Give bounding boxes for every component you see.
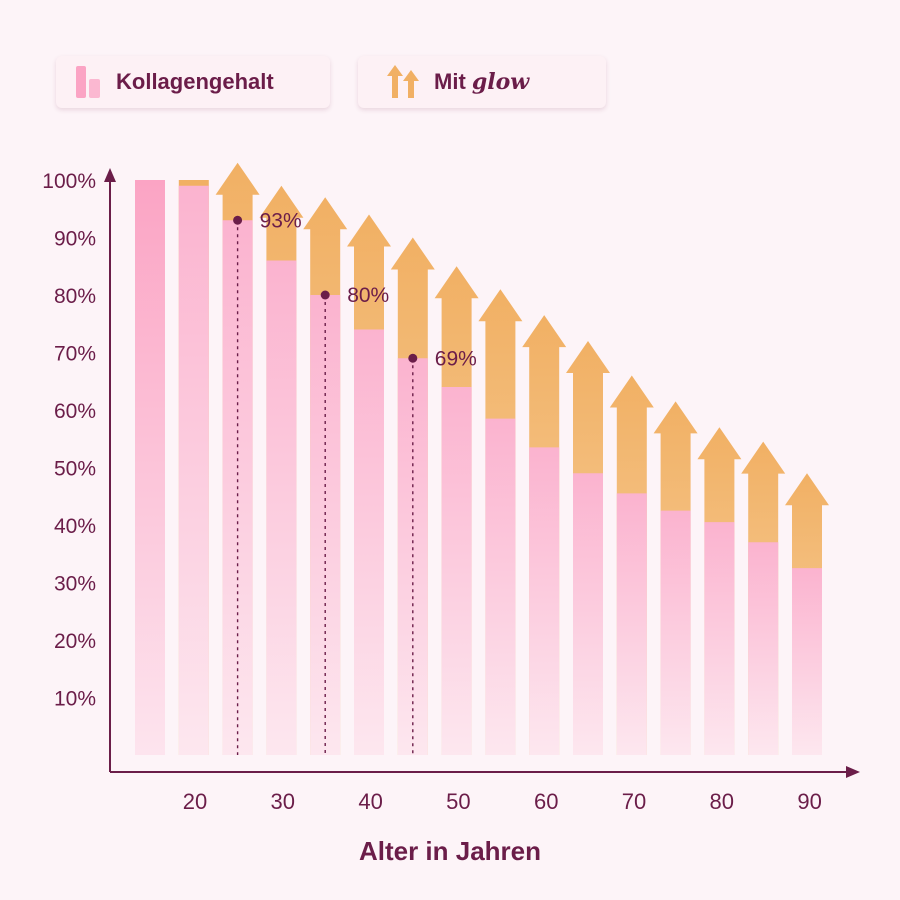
collagen-bar: [441, 387, 472, 755]
annotation-point: [408, 353, 418, 363]
collagen-bar: [748, 542, 779, 755]
y-tick-label: 100%: [42, 170, 96, 193]
legend-glow-prefix: Mit: [434, 69, 466, 94]
collagen-bar: [310, 295, 341, 755]
x-tick-label: 50: [446, 789, 470, 814]
x-tick-label: 80: [710, 789, 734, 814]
collagen-bar: [616, 493, 647, 755]
bar-chart-icon: [76, 66, 100, 98]
collagen-bar: [792, 568, 822, 755]
annotation-point: [320, 290, 330, 300]
x-tick-label: 70: [622, 789, 646, 814]
x-axis-arrowhead: [846, 766, 860, 778]
x-tick-labels: 20 30 40 50 60 70 80 90: [183, 789, 822, 814]
legend-glow-word: glow: [471, 69, 530, 95]
collagen-bar: [573, 473, 603, 755]
y-tick-label: 10%: [54, 688, 96, 711]
y-tick-label: 50%: [54, 458, 96, 481]
x-tick-label: 90: [797, 789, 821, 814]
collagen-bar: [266, 260, 297, 755]
annotation-label: 80%: [347, 284, 389, 307]
y-tick-label: 30%: [54, 573, 96, 596]
collagen-bar: [485, 418, 516, 755]
annotation-label: 69%: [435, 347, 477, 370]
x-tick-label: 40: [358, 789, 382, 814]
y-tick-label: 60%: [54, 400, 96, 423]
legend-glow: Mit glow: [358, 56, 606, 108]
y-tick-label: 40%: [54, 515, 96, 538]
x-tick-label: 30: [271, 789, 295, 814]
legend-collagen: Kollagengehalt: [56, 56, 330, 108]
annotation-label: 93%: [260, 209, 302, 232]
collagen-bar: [529, 447, 560, 755]
y-tick-label: 90%: [54, 228, 96, 251]
axes: [104, 168, 860, 778]
x-tick-label: 20: [183, 789, 207, 814]
collagen-bar: [354, 329, 384, 755]
collagen-bar: [660, 510, 691, 755]
collagen-bar: [135, 180, 165, 755]
annotation-point: [233, 215, 243, 225]
collagen-bars: [135, 180, 822, 755]
collagen-bar: [178, 185, 209, 755]
double-up-arrow-icon: [387, 65, 419, 98]
y-tick-labels: 10% 20% 30% 40% 50% 60% 70% 80% 90% 100%: [42, 170, 96, 711]
x-axis-title: Alter in Jahren: [358, 836, 542, 866]
x-tick-label: 60: [534, 789, 558, 814]
legend-collagen-label: Kollagengehalt: [116, 69, 274, 94]
y-tick-label: 70%: [54, 343, 96, 366]
y-tick-label: 80%: [54, 285, 96, 308]
collagen-bar: [704, 522, 735, 755]
annotations: 93% 80% 69%: [233, 209, 477, 755]
legend-glow-label: Mit glow: [434, 69, 529, 95]
y-tick-label: 20%: [54, 630, 96, 653]
y-axis-arrowhead: [104, 168, 116, 182]
